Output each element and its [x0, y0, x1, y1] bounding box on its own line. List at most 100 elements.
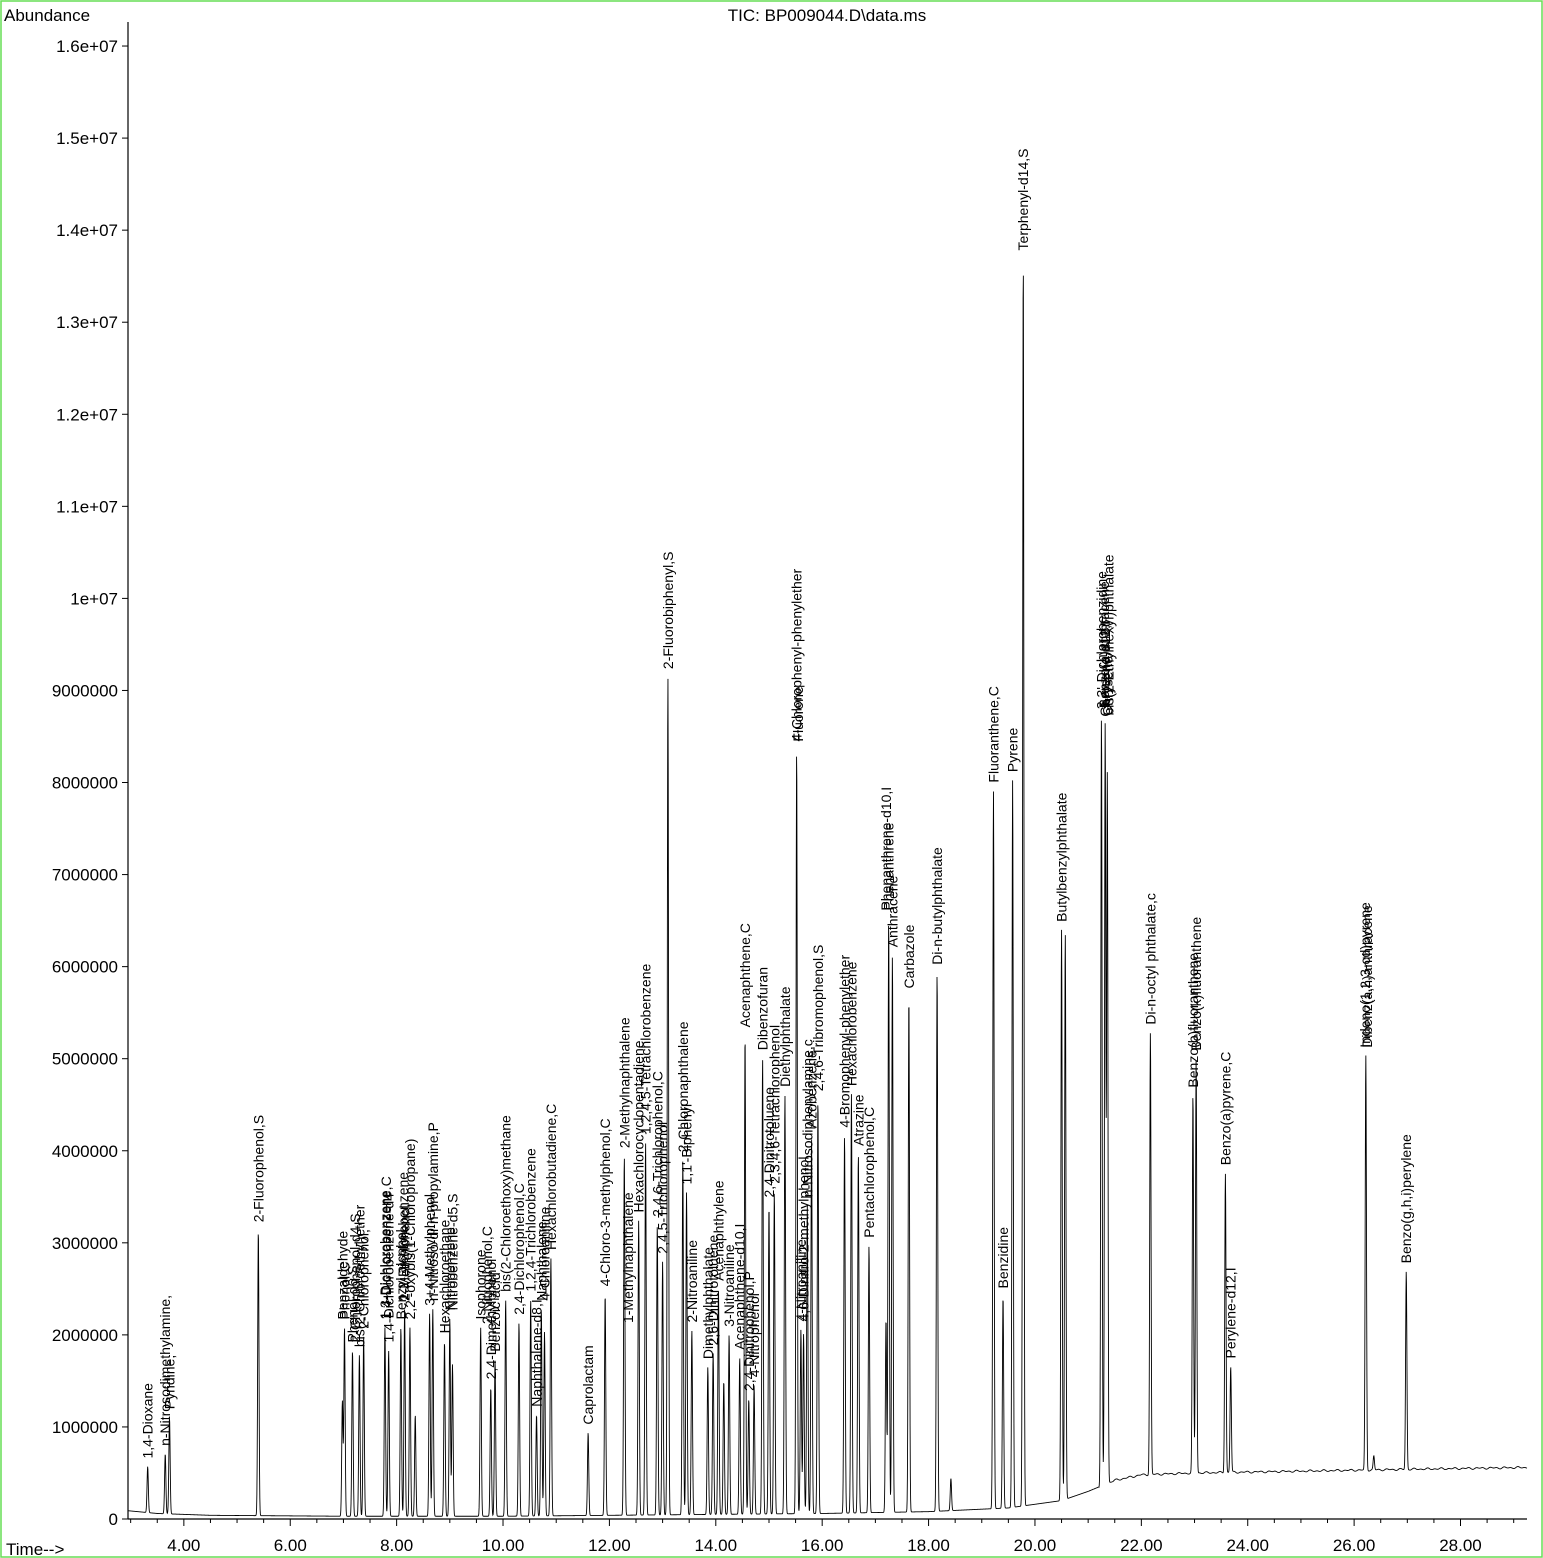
x-tick-label: 20.00 — [1014, 1536, 1057, 1555]
peak-label: Benzo(k)fluoranthene — [1188, 917, 1204, 1051]
peak-label: 4-Bromophenyl-phenylether — [837, 955, 853, 1128]
peak-label: 2,4-Dinitrotoluene — [761, 1087, 777, 1198]
peak-label: Nitrobenzene-d5,S — [444, 1194, 460, 1311]
peak-label: Pyrene — [1005, 728, 1021, 773]
x-tick-label: 8.00 — [380, 1536, 413, 1555]
peak-label: 2-Fluorophenol,S — [250, 1115, 266, 1222]
peak-label: 4-Chlorophenyl-phenylether — [789, 568, 805, 741]
peak-label: 1,1'-Biphenyl — [679, 1104, 695, 1185]
x-tick-label: 24.00 — [1226, 1536, 1269, 1555]
y-tick-label: 2000000 — [52, 1326, 118, 1345]
peak-label: Naphthalene-d8,I — [529, 1299, 545, 1406]
peak-label: 2-Chloronaphthalene — [675, 1021, 691, 1152]
y-tick-label: 9000000 — [52, 681, 118, 700]
peak-label: Benzo(b)fluoranthene — [1185, 953, 1201, 1088]
y-axis-label: Abundance — [4, 6, 90, 25]
peak-label: 2,4,5-Trichlorophenol — [655, 1122, 671, 1254]
peak-label: Phenol-d6,S — [344, 1265, 360, 1342]
peak-label: Fluoranthene,C — [985, 686, 1001, 783]
peak-label: Acenaphthylene — [710, 1180, 726, 1281]
peak-label: Hexachlorocyclopentadiene — [631, 1040, 647, 1212]
y-tick-label: 8000000 — [52, 774, 118, 793]
peak-label: Naphthalene — [533, 1221, 549, 1301]
peak-label: 1,2,4,5-Tetrachlorobenzene — [638, 964, 654, 1135]
peak-label: Nitrobenzene — [442, 1227, 458, 1310]
x-tick-label: 14.00 — [695, 1536, 738, 1555]
peak-label: 2,3,4,6-Tetrachlorophenol — [766, 1025, 782, 1184]
peak-label: 2-Nitrophenol,C — [479, 1226, 495, 1324]
y-tick-label: 1.6e+07 — [56, 37, 118, 56]
peak-label: 2,4-Dimethylphenol — [483, 1259, 499, 1380]
y-axis-ticks: 0 1000000 2000000 3000000 4000000 5000000 6000… — [52, 37, 128, 1529]
peak-label: Hexachlorobutadiene,C — [543, 1104, 559, 1250]
peak-label: Atrazine — [850, 1094, 866, 1146]
peak-label: 2-Methylphenol — [397, 1205, 413, 1301]
peak-label: 4-Nitroaniline — [793, 1239, 809, 1322]
peak-label: 2,4-Dinitrophenol,P — [741, 1271, 757, 1391]
tic-trace — [127, 275, 1528, 1517]
peak-label: 1,2-Dichlorobenzene — [395, 1172, 411, 1301]
y-tick-label: 1000000 — [52, 1418, 118, 1437]
peak-label: Benzo(g,h,i)perylene — [1398, 1134, 1414, 1263]
peak-label: Diethylphthalate — [777, 986, 793, 1087]
peak-label: Chrysene — [1099, 656, 1115, 716]
peak-label: 1,4-Dichlorobenzene,C — [378, 1176, 394, 1319]
x-tick-label: 10.00 — [482, 1536, 525, 1555]
peak-label: bis(2-Ethylhexyl)phthalate — [1100, 554, 1116, 715]
x-axis-label: Time--> — [6, 1540, 64, 1558]
peak-label: Butylbenzylphthalate — [1054, 792, 1070, 921]
peak-label: Phenanthrene-d10,I — [878, 787, 894, 911]
peak-label: Fluorene — [790, 686, 806, 741]
peak-label: n-Nitrosodiphenylamine,c — [799, 1039, 815, 1197]
x-tick-label: 28.00 — [1439, 1536, 1482, 1555]
peak-label: 2-Fluorobiphenyl,S — [660, 552, 676, 670]
y-tick-label: 0 — [109, 1510, 118, 1529]
peak-label: 2,2'-oxybis(1-Chloropropane) — [402, 1139, 418, 1320]
peak-label: Benzidine — [995, 1227, 1011, 1289]
peak-label: 4-Chloroaniline — [537, 1206, 553, 1300]
peak-label: Perylene-d12,I — [1223, 1267, 1239, 1358]
peak-label: Phenanthrene — [881, 822, 897, 910]
y-tick-label: 6000000 — [52, 958, 118, 977]
peak-label: n-Nitrosodimethylamine, — [157, 1295, 173, 1446]
y-tick-label: 5000000 — [52, 1050, 118, 1069]
x-tick-label: 26.00 — [1333, 1536, 1376, 1555]
y-tick-label: 7000000 — [52, 866, 118, 885]
peak-label: 1,2,4-Trichlorobenzene — [523, 1148, 539, 1292]
y-tick-label: 1e+07 — [70, 589, 118, 608]
peak-label: 2,6-Dinitrotoluene — [705, 1235, 721, 1346]
peak-label: 2-Chlorophenol-d4,S — [347, 1213, 363, 1342]
peak-label: 2-Nitroaniline — [684, 1240, 700, 1323]
y-tick-label: 1.4e+07 — [56, 221, 118, 240]
y-tick-label: 4000000 — [52, 1142, 118, 1161]
y-tick-label: 1.2e+07 — [56, 405, 118, 424]
peak-label: Pyridine, — [161, 1355, 177, 1409]
peak-label: 4,6-Dinitro-2-methylphenol — [796, 1157, 812, 1322]
x-axis-ticks: 4.00 6.00 8.00 10.00 12.00 14.00 16.00 18.00 20.… — [130, 1519, 1515, 1555]
peak-label: 3+4-Methylphenol — [422, 1194, 438, 1306]
peak-label: 1,4-Dichlorobenzene-d4 — [381, 1193, 397, 1343]
peak-label: n-Nitroso-di-n-propylamine,P — [425, 1122, 441, 1301]
peak-label: 2-Methylnaphthalene — [616, 1017, 632, 1148]
peak-label: 2,4,6-Tribromophenol,S — [810, 945, 826, 1092]
peak-label: 3-Nitroaniline — [721, 1244, 737, 1327]
x-tick-label: 4.00 — [167, 1536, 200, 1555]
chart-title: TIC: BP009044.D\data.ms — [728, 6, 926, 25]
x-tick-label: 6.00 — [274, 1536, 307, 1555]
peak-label: Chrysene-d12,I — [1097, 621, 1113, 717]
peak-label: Carbazole — [901, 924, 917, 988]
peak-label: Dibenz(a,h)anthracene — [1359, 905, 1375, 1048]
peak-label: Dibenzofuran — [755, 967, 771, 1050]
peak-label: Hexachloroethane — [437, 1219, 453, 1333]
peak-label: 4-Nitrophenol — [746, 1293, 762, 1377]
peak-label: Phenol,C — [337, 1262, 353, 1320]
peak-label: 1-Methylnaphthalene — [620, 1192, 636, 1323]
peak-label: Benzoic acid — [487, 1272, 503, 1351]
peak-label: 2,4,6-Trichlorophenol,C — [649, 1071, 665, 1217]
peak-label: Di-n-butylphthalate — [929, 847, 945, 965]
x-tick-label: 12.00 — [588, 1536, 631, 1555]
peak-label: Acenaphthene,C — [737, 923, 753, 1027]
peak-labels: 1,4-Dioxane n-Nitrosodimethylamine,Pyridi… — [140, 149, 1415, 1459]
y-tick-label: 1.3e+07 — [56, 313, 118, 332]
